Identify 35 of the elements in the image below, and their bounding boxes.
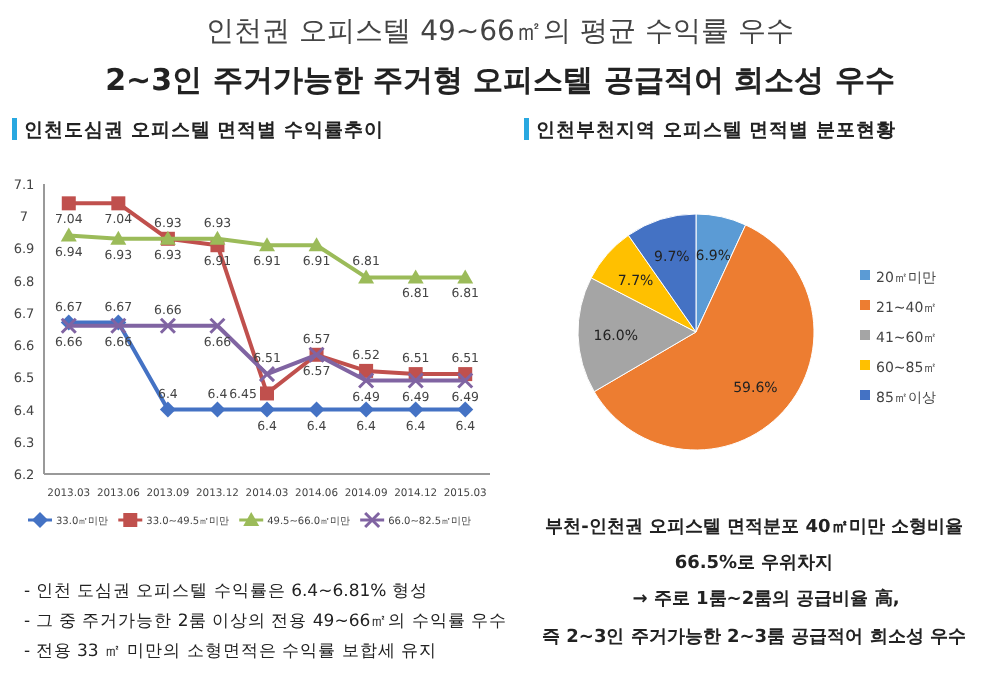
- point: [407, 372, 425, 390]
- text: - 전용 33 ㎡ 미만의 소형면적은 수익률 보합세 유지: [24, 642, 437, 662]
- point: [357, 372, 375, 390]
- point: [259, 401, 275, 418]
- point: [258, 365, 276, 383]
- point: [159, 401, 176, 418]
- text: 2~3인 주거가능한 주거형 오피스텔 공급적어 희소성 우수: [105, 62, 895, 98]
- point: [260, 386, 274, 401]
- point: [209, 401, 226, 418]
- point: [457, 401, 474, 418]
- point: [111, 196, 126, 211]
- point: [456, 372, 474, 390]
- point: [457, 269, 474, 284]
- point: [60, 227, 77, 242]
- point: [358, 269, 375, 284]
- point: [407, 269, 424, 284]
- text: - 그 중 주거가능한 2룸 이상의 전용 49~66㎡의 수익률 우수: [24, 612, 508, 632]
- text: 부천-인천권 오피스텔 면적분포 40㎡미만 소형비율: [545, 518, 963, 538]
- text: - 인천 도심권 오피스텔 수익률은 6.4~6.81% 형성: [24, 582, 428, 602]
- point: [407, 401, 424, 418]
- point: [358, 401, 375, 418]
- point: [308, 401, 325, 418]
- point: [110, 230, 127, 245]
- text: 66.5%로 우위차지: [674, 554, 834, 574]
- point: [259, 237, 275, 252]
- chart-title: 인천도심권 오피스텔 면적별 수익률추이: [24, 120, 384, 142]
- text: 즉 2~3인 주거가능한 2~3룸 공급적어 희소성 우수: [542, 628, 966, 648]
- point: [61, 196, 76, 211]
- point: [159, 317, 177, 335]
- point: [209, 230, 226, 245]
- point: [308, 237, 325, 252]
- text: 인천권 오피스텔 49~66㎡의 평균 수익률 우수: [206, 16, 794, 48]
- chart-title: 인천부천지역 오피스텔 면적별 분포현황: [536, 120, 896, 142]
- text: → 주로 1룸~2룸의 공급비율 高,: [632, 588, 900, 610]
- point: [208, 317, 226, 335]
